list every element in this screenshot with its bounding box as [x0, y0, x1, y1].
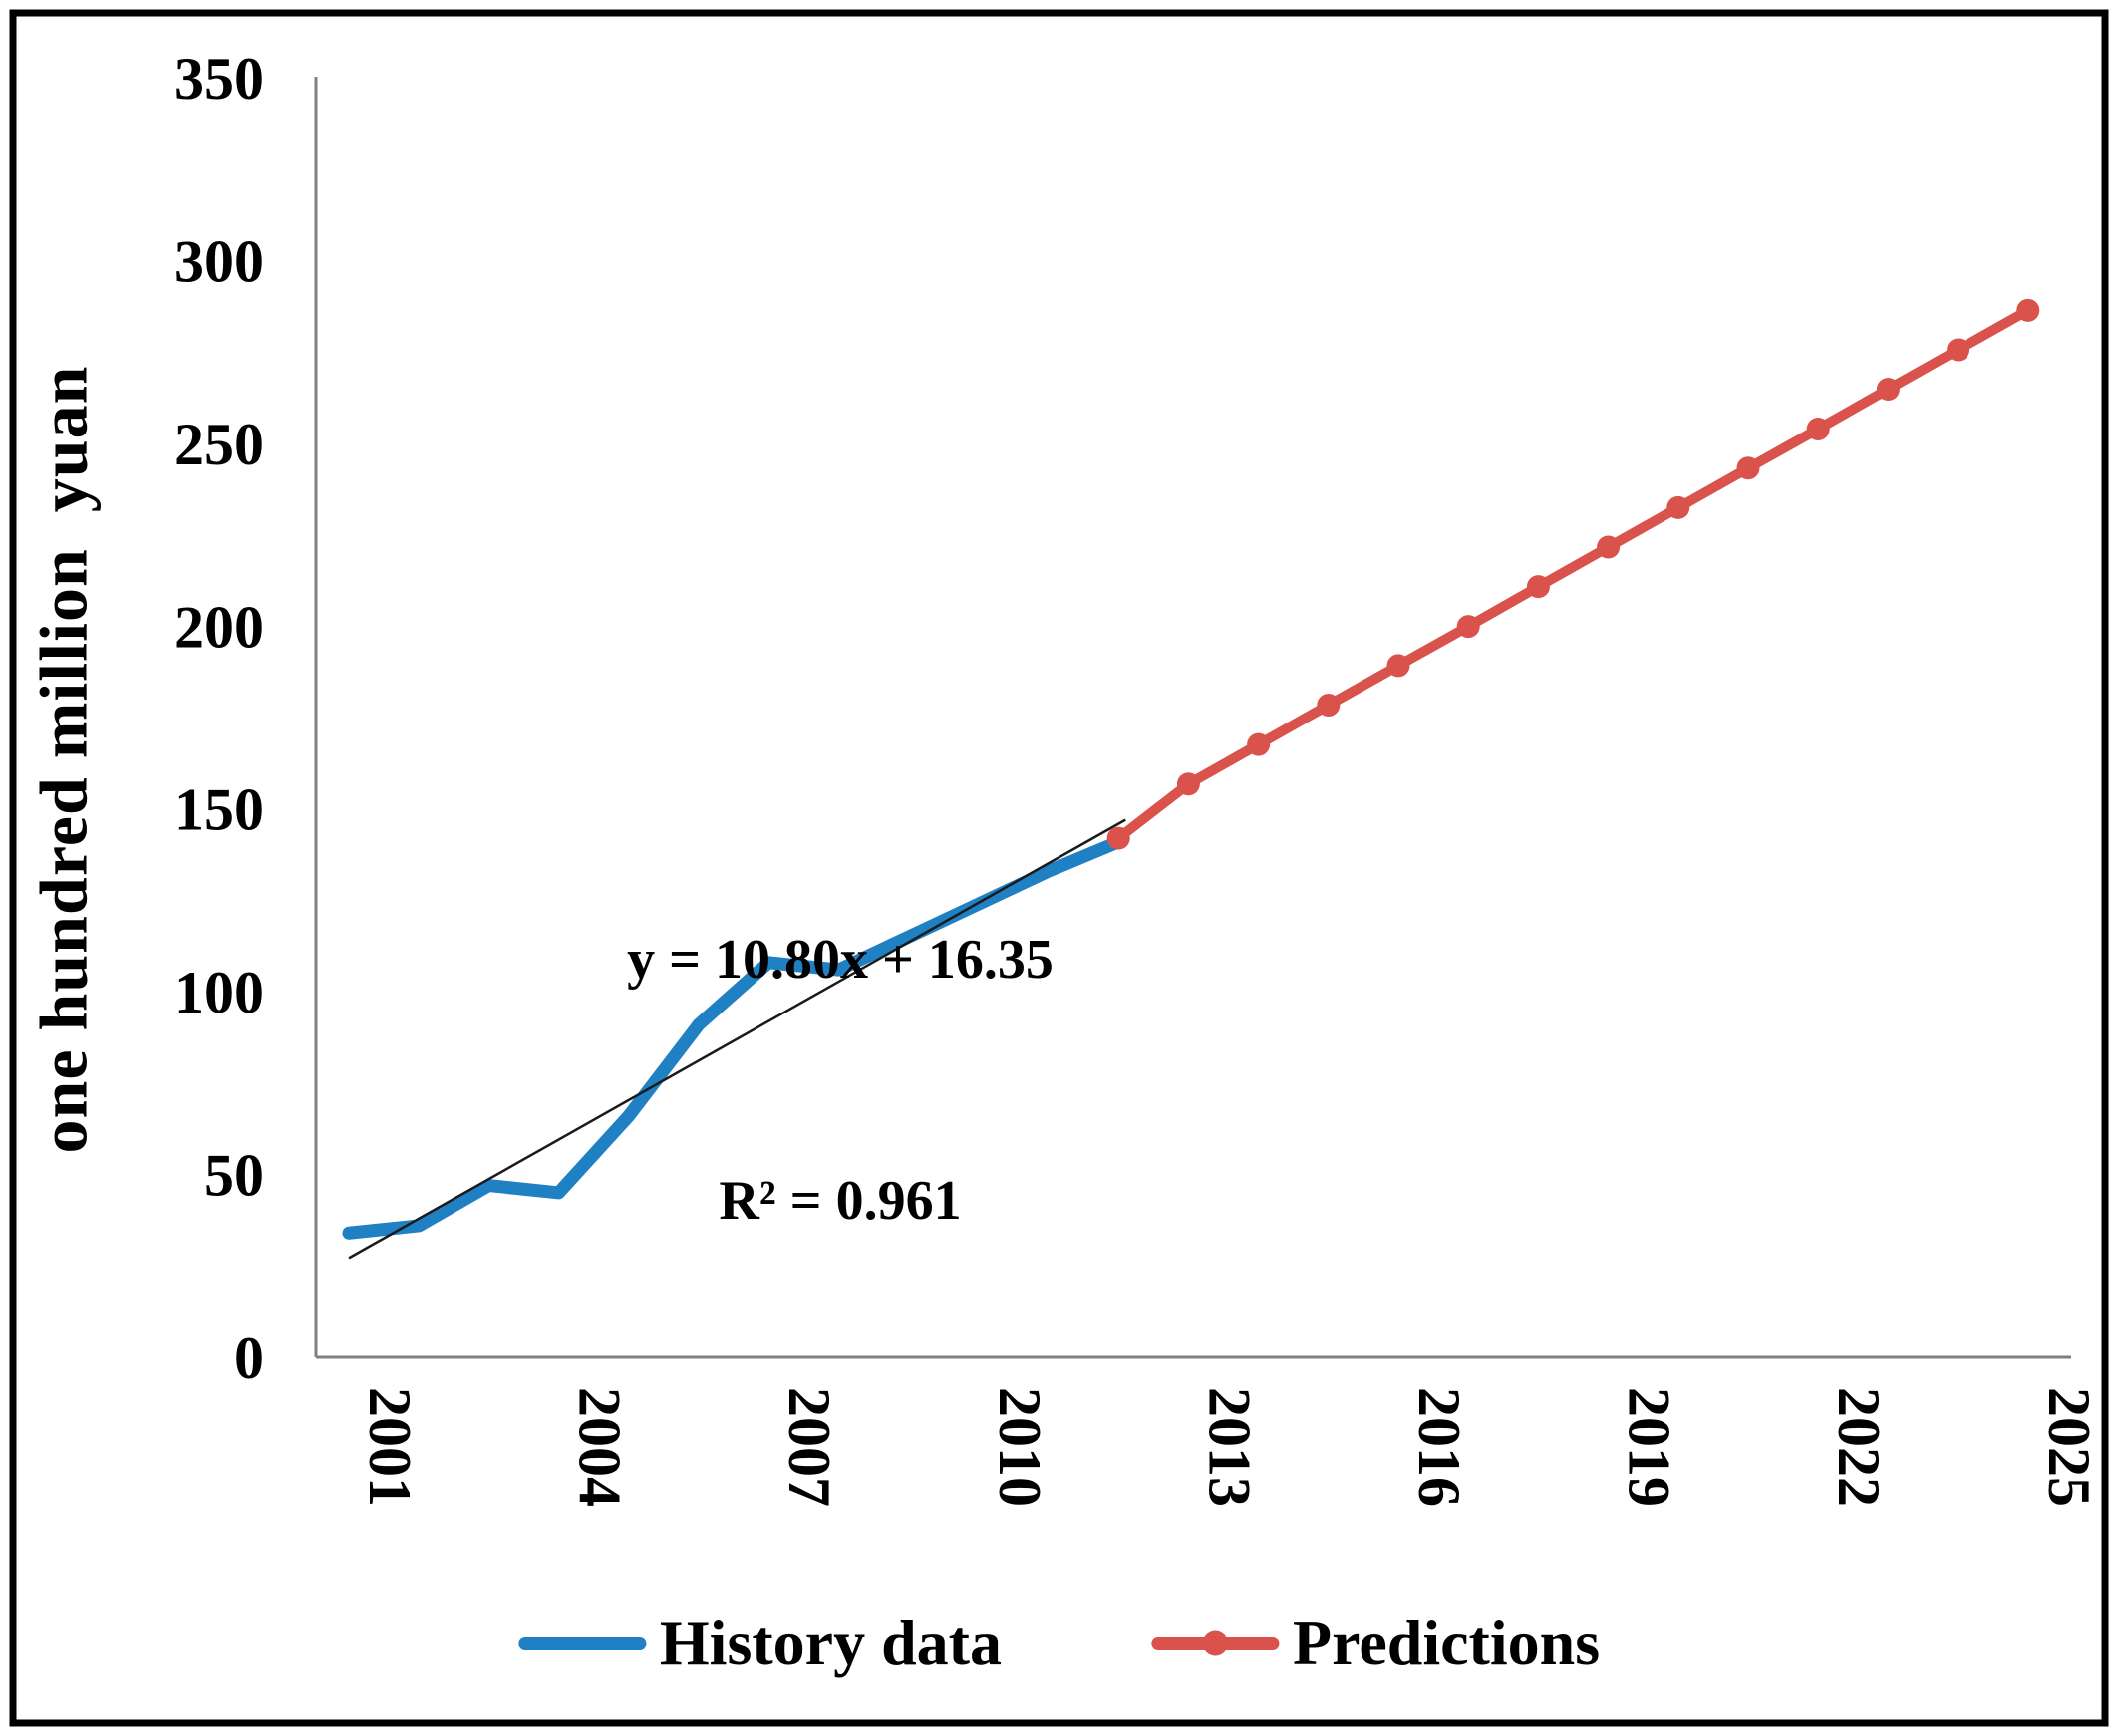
prediction-point	[1386, 654, 1410, 678]
x-tick-label: 2013	[1196, 1387, 1262, 1507]
x-tick-label: 2007	[776, 1387, 842, 1507]
x-tick-label: 2010	[987, 1387, 1053, 1507]
prediction-point	[1597, 535, 1621, 559]
y-tick-label: 100	[174, 960, 264, 1025]
figure-border	[9, 9, 2109, 1727]
prediction-point	[1736, 456, 1760, 480]
y-tick-label: 300	[174, 228, 264, 294]
legend-item-history: History data	[517, 1606, 1002, 1680]
x-tick-label: 2022	[1826, 1387, 1892, 1507]
prediction-marker-dot-icon	[1202, 1630, 1228, 1656]
x-tick-label: 2016	[1406, 1387, 1472, 1507]
y-tick-label: 50	[204, 1143, 264, 1209]
prediction-point	[1526, 575, 1550, 599]
x-tick-label: 2001	[357, 1387, 423, 1507]
prediction-point	[1106, 826, 1130, 850]
x-tick-label: 2004	[567, 1387, 633, 1507]
y-axis-title: one hundred million yuan	[25, 365, 102, 1154]
predictions-line-swatch	[1150, 1630, 1279, 1656]
y-tick-label: 350	[174, 46, 264, 112]
prediction-point	[2016, 298, 2040, 322]
equation-line1: y = 10.80x + 16.35	[627, 929, 1054, 992]
prediction-point	[1806, 418, 1830, 441]
y-tick-label: 150	[174, 777, 264, 843]
predictions-line	[1113, 305, 2033, 844]
trendline-equation: y = 10.80x + 16.35 R² = 0.961	[627, 759, 1054, 1402]
legend-label-predictions: Predictions	[1292, 1607, 1601, 1678]
x-tick-label: 2025	[2036, 1387, 2102, 1507]
y-tick-label: 0	[234, 1325, 264, 1391]
history-line-swatch	[517, 1636, 646, 1650]
y-tick-label: 200	[174, 594, 264, 660]
legend-item-predictions: Predictions	[1150, 1606, 1601, 1680]
prediction-point	[1176, 772, 1200, 796]
history-line	[342, 835, 1125, 1240]
prediction-point	[1456, 615, 1480, 639]
prediction-point	[1876, 378, 1900, 402]
trendline	[348, 818, 1126, 1260]
x-tick-label: 2019	[1617, 1387, 1682, 1507]
chart-legend: History data Predictions	[517, 1606, 1601, 1680]
prediction-point	[1317, 694, 1341, 718]
legend-label-history: History data	[659, 1607, 1002, 1678]
equation-line2: R² = 0.961	[719, 1170, 962, 1233]
prediction-point	[1666, 495, 1690, 519]
prediction-point	[1947, 338, 1970, 362]
y-tick-label: 250	[174, 412, 264, 477]
prediction-point	[1247, 732, 1271, 756]
